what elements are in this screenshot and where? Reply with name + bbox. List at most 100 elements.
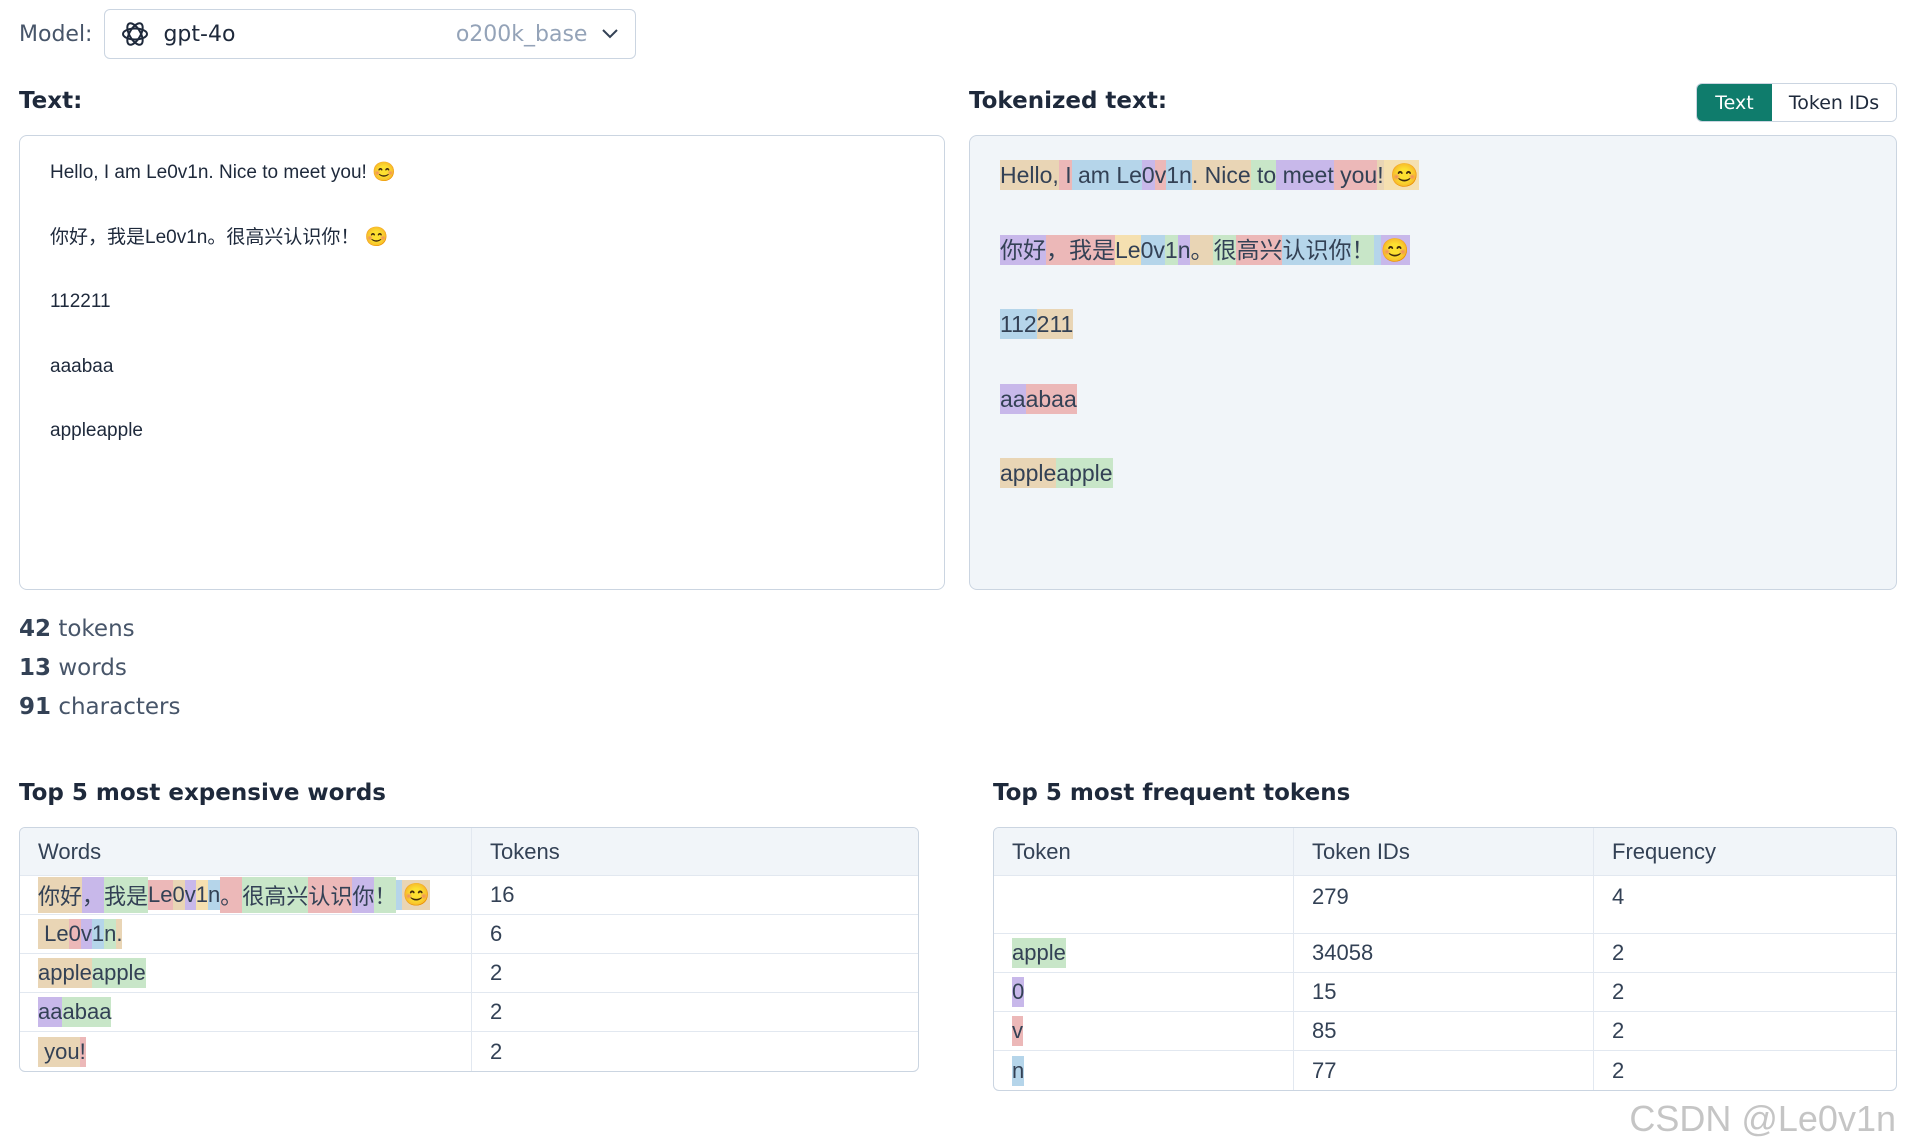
token-chip: 1	[1164, 234, 1178, 265]
model-name: gpt-4o	[163, 21, 236, 47]
model-encoding: o200k_base	[455, 21, 588, 47]
token-line: 112211	[1000, 307, 1866, 382]
token-count-cell: 2	[490, 960, 503, 985]
token-chip: Le	[1109, 160, 1142, 190]
token-count-cell: 16	[490, 882, 515, 907]
stats: 42 tokens 13 words 91 characters	[19, 612, 180, 729]
token-cell: 0	[994, 973, 1294, 1011]
token-chip: aa	[1000, 383, 1026, 414]
token-chip: Le	[148, 880, 173, 910]
frequent-tokens-table: Token Token IDs Frequency 279 4 apple 34058…	[993, 827, 1897, 1091]
token-id-cell: 279	[1294, 876, 1594, 933]
table-row: v 85 2	[994, 1012, 1896, 1051]
token-chip: 。	[220, 877, 243, 913]
token-chip: ！	[1351, 234, 1375, 265]
frequent-heading: Top 5 most frequent tokens	[993, 780, 1351, 806]
tokenized-output: Hello, I am Le0v1n. Nice to meet you! 😊 你…	[969, 135, 1897, 590]
token-line: aaabaa	[1000, 382, 1866, 457]
token-chip: 很	[1213, 234, 1237, 265]
token-chip: Hello	[1000, 160, 1053, 190]
input-line: 你好，我是Le0v1n。很高兴认识你！ 😊	[50, 226, 389, 248]
token-line: 你好，我是Le0v1n。很高兴认识你！ 😊	[1000, 233, 1866, 308]
token-chip: n	[208, 880, 221, 910]
token-chip: meet	[1276, 160, 1334, 190]
token-chip: 112	[1000, 309, 1037, 339]
table-row: n 77 2	[994, 1051, 1896, 1090]
view-toggle: Text Token IDs	[1696, 83, 1897, 122]
frequency-cell: 2	[1612, 979, 1625, 1004]
model-label: Model:	[19, 21, 93, 47]
token-chip: 很高兴	[242, 877, 309, 913]
word-cell: 你好，我是 Le 0 v 1 n。很高兴 认识你！ 😊	[20, 876, 472, 914]
token-chip: n	[1177, 234, 1191, 265]
token-chip: abaa	[62, 997, 112, 1027]
token-chip: 😊	[1380, 234, 1410, 265]
output-heading: Tokenized text:	[969, 88, 1168, 114]
token-cell: v	[994, 1012, 1294, 1050]
chevron-down-icon	[599, 23, 621, 45]
token-chip: 认识	[308, 877, 353, 913]
token-chip: ，	[1046, 234, 1069, 265]
token-chip: aa	[38, 997, 63, 1027]
column-header-token: Token	[994, 828, 1294, 875]
token-chip: 你好	[38, 877, 83, 913]
expensive-heading: Top 5 most expensive words	[19, 780, 386, 806]
frequency-cell: 2	[1612, 940, 1625, 965]
word-cell: Le 0 v 1 n.	[20, 915, 472, 953]
model-row: Model: gpt-4o o200k_base	[19, 9, 637, 59]
token-chip: 你	[1328, 234, 1352, 265]
token-chip: .	[116, 919, 123, 949]
token-chip: Nice	[1198, 160, 1251, 190]
watermark: CSDN @Le0v1n	[1629, 1098, 1896, 1139]
table-header: Words Tokens	[20, 828, 918, 876]
toggle-token-ids-button[interactable]: Token IDs	[1772, 84, 1896, 121]
stat-words: 13 words	[19, 655, 127, 681]
token-cell	[994, 876, 1294, 933]
token-chip: v	[1154, 160, 1167, 190]
token-chip: apple	[38, 958, 92, 988]
table-row: apple apple 2	[20, 954, 918, 993]
word-cell: apple apple	[20, 954, 472, 992]
token-chip: abaa	[1025, 383, 1077, 414]
token-id-cell: 77	[1294, 1051, 1594, 1090]
token-chip: 0	[1140, 234, 1154, 265]
input-textarea[interactable]: Hello, I am Le0v1n. Nice to meet you! 😊 …	[19, 135, 945, 590]
token-chip: !	[1377, 160, 1384, 190]
token-chip: ！	[374, 877, 397, 913]
input-heading: Text:	[19, 88, 83, 114]
word-cell: aa abaa	[20, 993, 472, 1031]
token-chip: !	[79, 1036, 86, 1067]
token-line: appleapple	[1000, 456, 1866, 531]
token-id-cell: 15	[1294, 973, 1594, 1011]
token-cell: apple	[994, 934, 1294, 972]
token-chip: ，	[82, 877, 105, 913]
toggle-text-button[interactable]: Text	[1697, 84, 1772, 121]
token-chip: 兴	[1259, 234, 1283, 265]
openai-logo-icon	[119, 18, 151, 50]
token-chip	[396, 880, 403, 910]
token-chip: 1	[91, 919, 105, 949]
token-chip: ,	[1052, 160, 1059, 190]
token-chip: .	[1191, 160, 1199, 190]
token-chip: v	[1012, 1016, 1023, 1046]
table-row: Le 0 v 1 n. 6	[20, 915, 918, 954]
token-chip: 高	[1236, 234, 1260, 265]
token-chip: am	[1071, 160, 1110, 190]
token-cell: n	[994, 1051, 1294, 1090]
token-chip: you	[38, 1036, 80, 1067]
token-chip: n	[104, 919, 117, 949]
token-chip	[1374, 234, 1381, 265]
table-row: 0 15 2	[994, 973, 1896, 1012]
input-line: appleapple	[50, 420, 143, 441]
token-chip: v	[184, 880, 196, 910]
token-count-cell: 6	[490, 921, 503, 946]
input-line: 112211	[50, 291, 111, 312]
table-row: aa abaa 2	[20, 993, 918, 1032]
token-chip: Le	[38, 919, 69, 949]
token-chip: 。	[1190, 234, 1214, 265]
token-chip: 😊	[1383, 160, 1419, 190]
token-chip: 你	[352, 877, 375, 913]
token-chip: apple	[1056, 458, 1113, 488]
model-select[interactable]: gpt-4o o200k_base	[104, 9, 637, 59]
token-chip: 1	[1166, 160, 1180, 190]
